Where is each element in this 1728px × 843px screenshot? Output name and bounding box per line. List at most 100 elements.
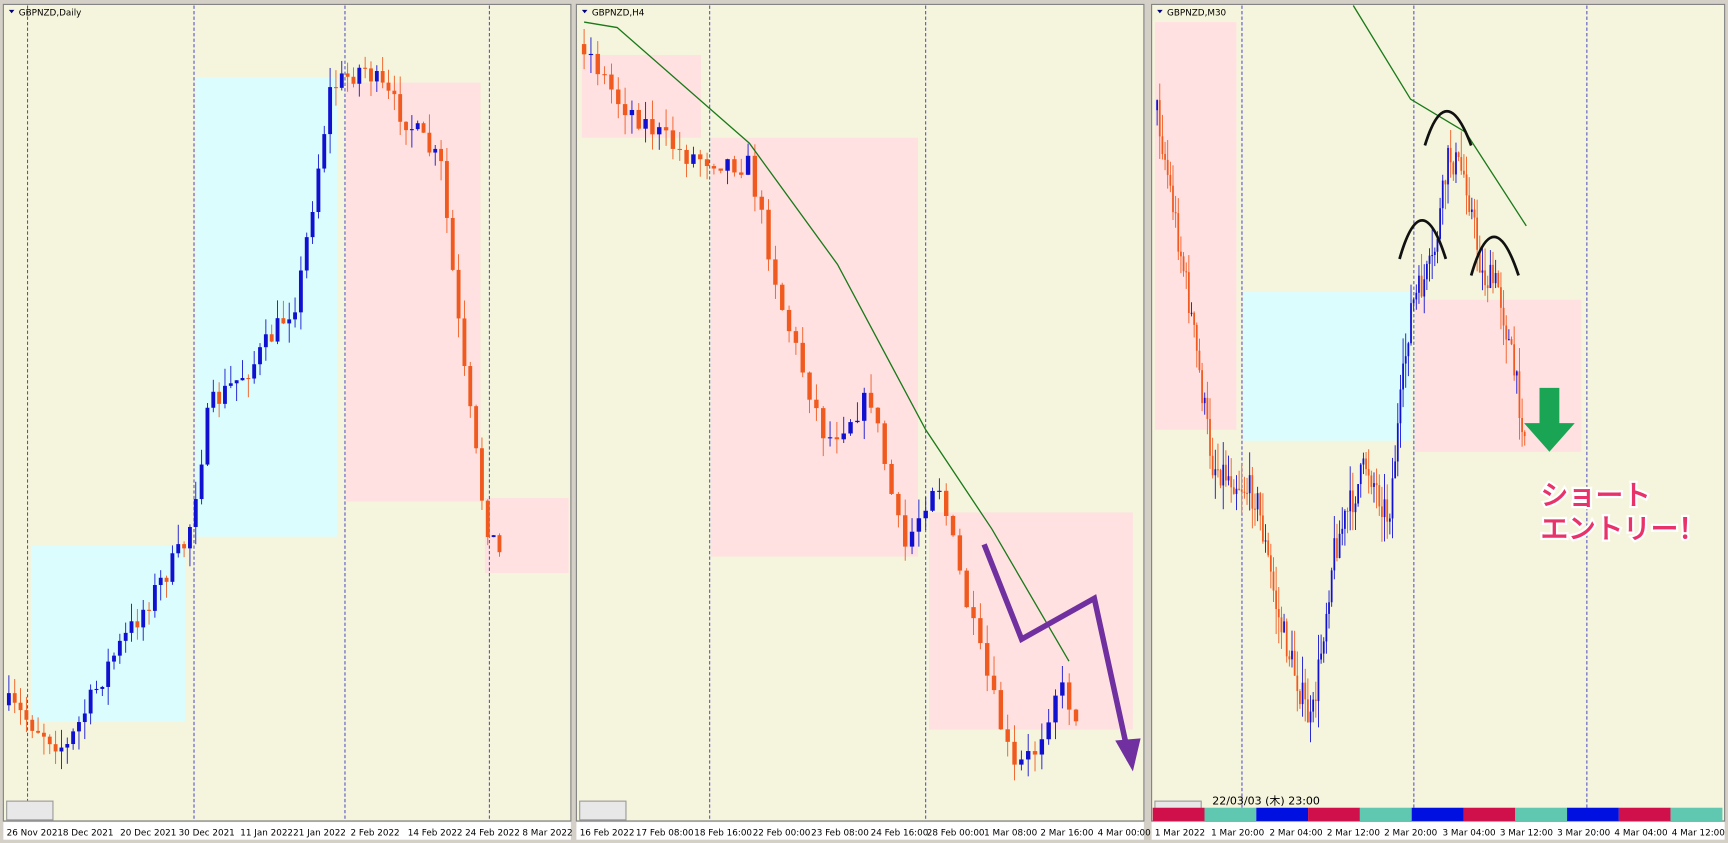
candle-body [1214, 469, 1217, 476]
candle-body [704, 159, 710, 167]
candle-body [328, 87, 333, 135]
candle-body [1164, 154, 1166, 160]
sell-arrow [1524, 387, 1575, 452]
candle-body [1362, 458, 1365, 465]
candle-body [462, 318, 467, 367]
candle-body [1388, 518, 1391, 522]
candle-body [1470, 209, 1473, 212]
candle-body [409, 129, 414, 131]
trend-arrowhead [1115, 738, 1141, 772]
candle-body [780, 284, 785, 310]
x-axis-label: 4 Mar 12:00 [1672, 828, 1726, 838]
candle-body [1330, 570, 1333, 603]
candle-body [1187, 272, 1190, 313]
candle-body [896, 493, 901, 516]
candle-body [263, 334, 268, 348]
window-title: GBPNZD,M30 [1167, 8, 1227, 18]
candle-body [862, 392, 867, 421]
x-axis-label: 8 Mar 2022 [522, 828, 572, 838]
candle-body [1025, 751, 1031, 760]
candle-body [725, 159, 730, 171]
candle-body [1293, 650, 1296, 676]
candle-body [281, 318, 286, 324]
candle-body [1195, 324, 1198, 351]
candle-body [670, 130, 676, 149]
candle-body [1394, 461, 1397, 479]
candle-body [1484, 270, 1486, 286]
candle-body [759, 196, 764, 210]
x-axis-label: 17 Feb 08:00 [636, 828, 694, 838]
candle-body [903, 515, 908, 547]
candle-body [978, 618, 983, 644]
candle-body [357, 67, 362, 84]
candle-body [937, 490, 942, 492]
x-axis-label: 2 Mar 16:00 [1040, 828, 1094, 838]
candle-body [77, 722, 81, 732]
candle-body [1367, 469, 1370, 476]
candle-body [398, 94, 403, 122]
candle-body [234, 380, 239, 384]
session-bar [1359, 807, 1412, 821]
candle-body [923, 510, 928, 519]
session-bar [1670, 807, 1723, 821]
candle-body [392, 90, 397, 95]
candle-body [1275, 590, 1278, 610]
candle-body [415, 123, 420, 130]
candle-body [293, 312, 297, 320]
x-axis-label: 1 Mar 2022 [1155, 828, 1205, 838]
candle-body [1248, 475, 1251, 494]
candle-body [1053, 695, 1058, 723]
candle-body [211, 391, 216, 408]
x-axis-label: 11 Jan 2022 [240, 828, 293, 838]
candle-body [1473, 209, 1476, 218]
candle-body [1428, 255, 1431, 264]
window-menu-icon [581, 9, 588, 14]
candle-body [1039, 739, 1045, 755]
zone-box [484, 498, 569, 574]
candle-body [827, 437, 833, 439]
candle-body [609, 74, 614, 90]
candle-body [1217, 469, 1219, 471]
x-axis-label: 18 Feb 16:00 [694, 828, 752, 838]
x-axis-label: 2 Mar 20:00 [1384, 828, 1438, 838]
candle-body [1320, 653, 1322, 660]
candle-body [199, 464, 204, 500]
candle-body [65, 744, 70, 748]
x-axis-label: 30 Dec 2021 [179, 828, 235, 838]
candle-body [1444, 180, 1447, 185]
candle-body [1513, 344, 1516, 376]
candle-body [1481, 270, 1484, 273]
candle-body [36, 730, 41, 733]
candle-body [193, 499, 198, 528]
x-axis-label: 3 Mar 04:00 [1443, 828, 1497, 838]
x-axis-label: 3 Mar 20:00 [1557, 828, 1611, 838]
session-bar [1204, 807, 1257, 821]
candle-body [1259, 493, 1262, 516]
x-axis-label: 21 Jan 2022 [293, 828, 346, 838]
candle-body [1193, 312, 1196, 325]
candle-body [1447, 147, 1449, 185]
candle-body [485, 500, 490, 538]
candle-body [1452, 162, 1455, 175]
candle-body [773, 259, 778, 285]
candle-body [1333, 538, 1336, 571]
candle-body [158, 577, 163, 586]
candle-body [1420, 275, 1423, 297]
candle-body [170, 553, 175, 582]
candle-body [30, 719, 35, 731]
zone-box [710, 137, 918, 557]
candle-body [117, 640, 122, 656]
candle-body [1402, 363, 1404, 390]
candle-body [386, 82, 391, 91]
candle-body [298, 270, 303, 313]
candle-body [1502, 307, 1505, 326]
candle-body [1396, 423, 1399, 462]
x-axis-label: 16 Feb 2022 [580, 828, 635, 838]
candle-body [1426, 263, 1428, 280]
candle-body [1269, 555, 1272, 572]
candle-body [1391, 478, 1394, 519]
x-axis-label: 20 Dec 2021 [120, 828, 176, 838]
candle-body [1507, 339, 1510, 341]
window-title: GBPNZD,Daily [19, 8, 82, 18]
candle-body [217, 391, 222, 404]
